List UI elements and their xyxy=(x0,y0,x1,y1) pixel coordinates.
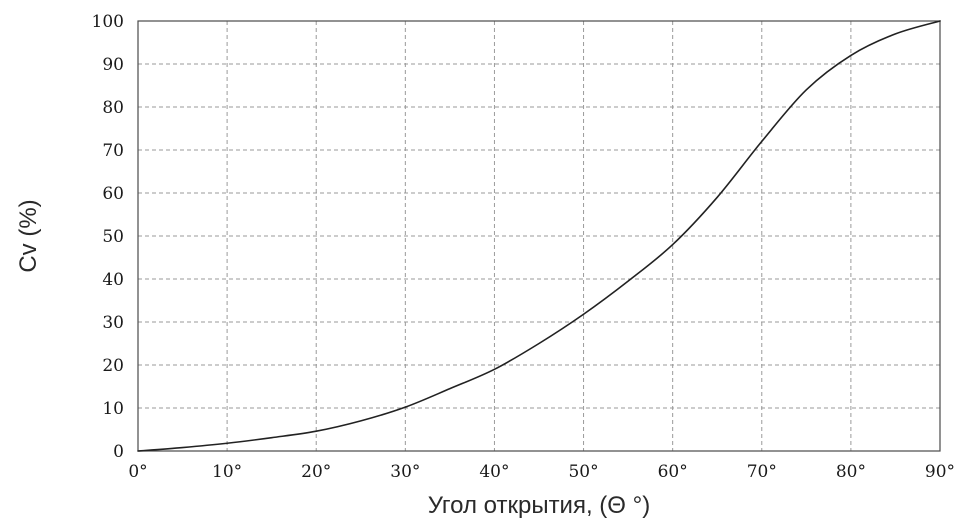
y-tick-label: 20 xyxy=(102,356,124,376)
x-tick-label: 10° xyxy=(212,462,242,482)
x-tick-labels: 0° 10° 20° 30° 40° 50° 60° 70° 80° 90° xyxy=(128,462,955,482)
cv-curve xyxy=(137,20,941,452)
y-tick-label: 70 xyxy=(102,141,124,161)
y-tick-label: 10 xyxy=(102,399,124,419)
y-tick-label: 40 xyxy=(102,270,124,290)
x-tick-label: 40° xyxy=(479,462,509,482)
x-tick-label: 70° xyxy=(747,462,777,482)
x-axis-title: Угол открытия, (Θ °) xyxy=(428,492,650,519)
y-tick-label: 80 xyxy=(102,98,124,118)
x-tick-label: 60° xyxy=(658,462,688,482)
x-tick-label: 0° xyxy=(128,462,147,482)
y-tick-label: 0 xyxy=(113,442,124,462)
y-tick-label: 100 xyxy=(92,12,124,32)
y-tick-label: 90 xyxy=(102,55,124,75)
x-tick-label: 30° xyxy=(390,462,420,482)
grid xyxy=(138,21,940,451)
y-tick-label: 60 xyxy=(102,184,124,204)
y-tick-label: 30 xyxy=(102,313,124,333)
x-tick-label: 80° xyxy=(836,462,866,482)
data-series xyxy=(137,20,941,452)
y-tick-label: 50 xyxy=(102,227,124,247)
x-tick-label: 50° xyxy=(568,462,598,482)
plot-frame xyxy=(137,20,941,452)
y-tick-labels: 0 10 20 30 40 50 60 70 80 90 100 xyxy=(92,12,124,462)
x-tick-label: 90° xyxy=(925,462,955,482)
y-axis-title: Cv (%) xyxy=(15,199,42,272)
x-tick-label: 20° xyxy=(301,462,331,482)
